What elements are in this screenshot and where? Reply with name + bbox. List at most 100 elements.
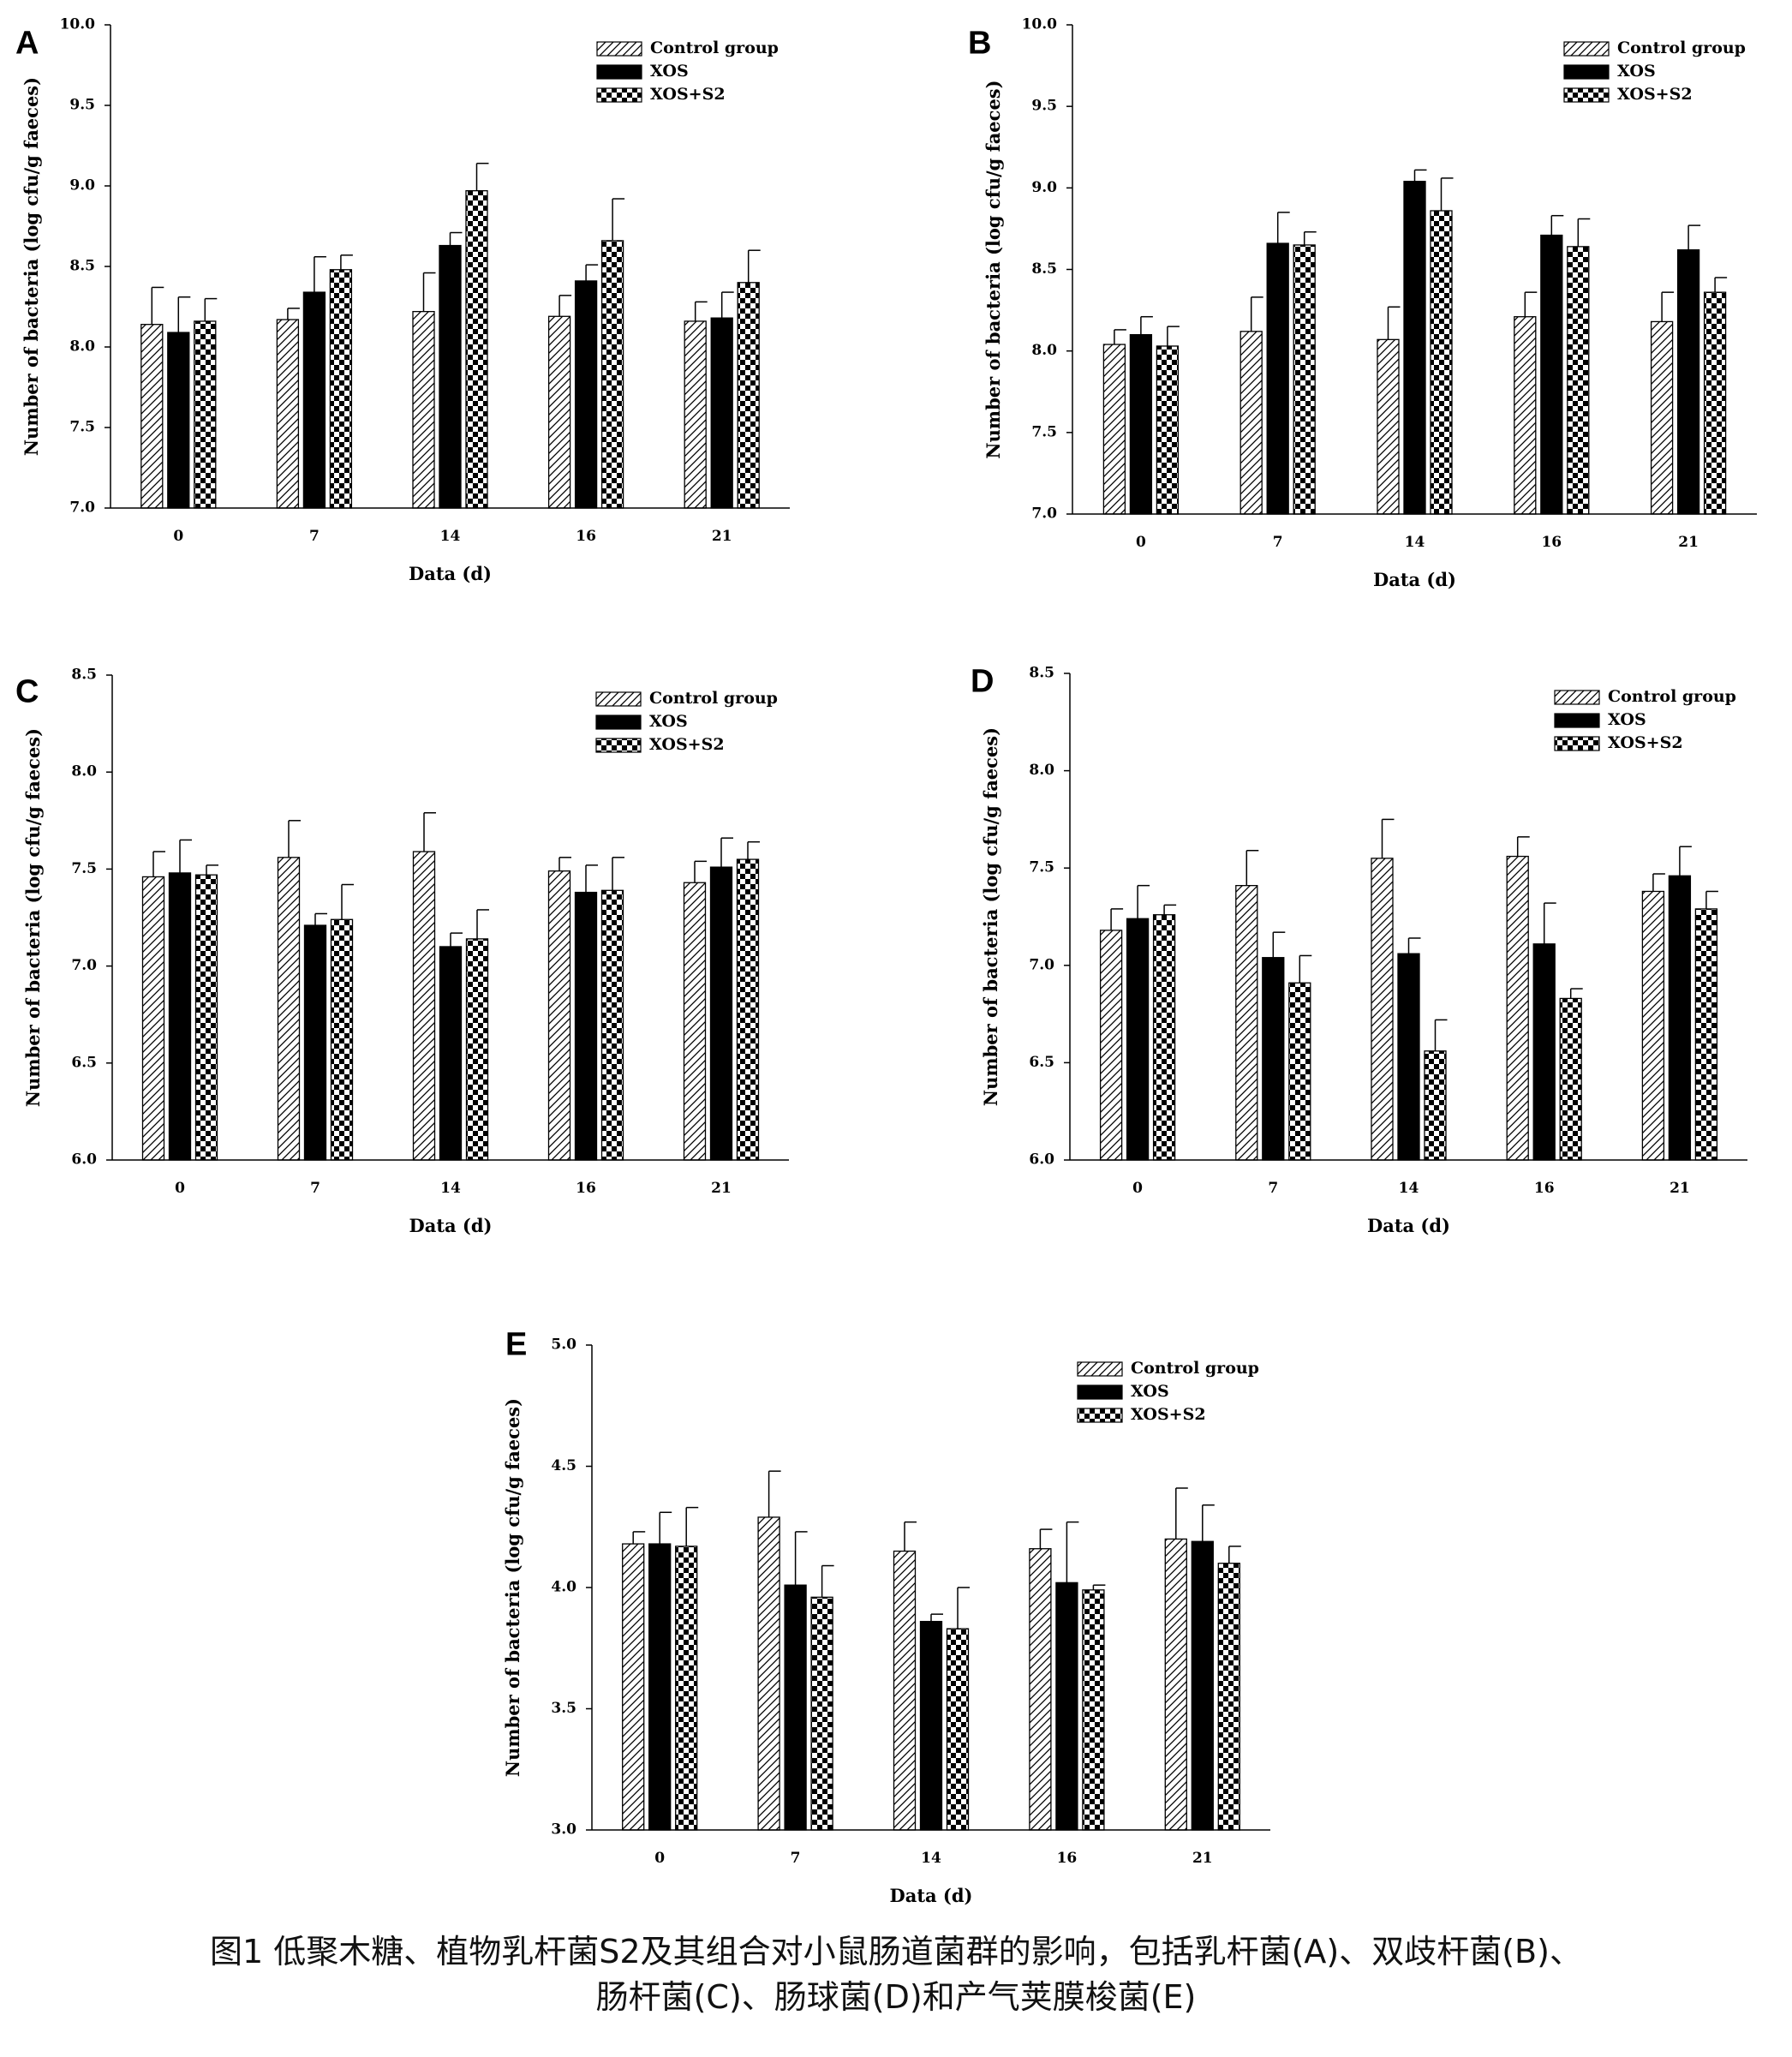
panel-label-b: B (968, 25, 991, 61)
x-tick-label: 21 (712, 528, 732, 545)
legend-label: XOS+S2 (649, 735, 725, 754)
y-tick-label: 3.5 (551, 1700, 576, 1717)
chart-panel-d: D 6.0 6.5 7.0 7.5 8.0 8.5 0 7 14 16 21 Data (d) Numbe… (971, 663, 1747, 1236)
bar (167, 332, 190, 509)
bar (439, 946, 463, 1161)
legend-label: XOS+S2 (1617, 85, 1693, 104)
bar (710, 317, 733, 509)
legend-label: XOS+S2 (1131, 1405, 1206, 1424)
y-tick-label: 3.0 (551, 1821, 576, 1839)
bar (141, 876, 165, 1161)
bar (574, 280, 598, 509)
y-axis-title: Number of bacteria (log cfu/g faeces) (980, 727, 1001, 1106)
bar (1668, 875, 1692, 1161)
legend-swatch (1077, 1408, 1123, 1423)
bar (810, 1596, 833, 1831)
bar (1676, 249, 1700, 515)
legend-swatch (1563, 41, 1610, 57)
y-tick-label: 8.5 (71, 667, 97, 684)
bar (1650, 320, 1674, 515)
bar (1156, 345, 1180, 515)
x-axis-title: Data (d) (890, 1885, 973, 1906)
bar (277, 857, 301, 1161)
legend-label: Control group (650, 39, 779, 57)
bar (600, 889, 624, 1161)
y-tick-label: 7.0 (1029, 956, 1054, 973)
y-tick-label: 7.0 (69, 499, 95, 517)
legend-swatch (1077, 1384, 1123, 1400)
legend-swatch (1554, 690, 1600, 705)
legend-label: Control group (649, 689, 778, 708)
y-tick-label: 9.5 (69, 97, 95, 114)
x-tick-label: 21 (1192, 1850, 1213, 1867)
bar (276, 319, 300, 509)
y-tick-label: 4.0 (551, 1579, 576, 1596)
x-tick-label: 7 (791, 1850, 801, 1867)
bar (1694, 908, 1718, 1161)
bar (1371, 858, 1394, 1161)
legend-label: XOS+S2 (1608, 733, 1683, 752)
chart-panel-b: B 7.0 7.5 8.0 8.5 9.0 9.5 10.0 0 7 14 16 21 Data (d) N… (968, 16, 1757, 590)
y-tick-label: 9.0 (69, 177, 95, 194)
bar (547, 870, 571, 1161)
bar (439, 244, 462, 509)
bar (465, 189, 488, 509)
x-tick-label: 16 (1057, 1850, 1078, 1867)
chart-panel-a: A 7.0 7.5 8.0 8.5 9.0 9.5 10.0 0 7 14 16 21 Data (d) N… (15, 16, 790, 584)
bar (168, 872, 192, 1161)
y-tick-label: 7.5 (1029, 859, 1054, 876)
bar (1217, 1563, 1240, 1831)
bar (757, 1516, 780, 1831)
figure-caption-line-1: 图1 低聚木糖、植物乳杆菌S2及其组合对小鼠肠道菌群的影响，包括乳杆菌(A)、双… (210, 1933, 1582, 1970)
legend-swatch (595, 715, 642, 730)
panel-label-c: C (15, 673, 39, 709)
bar (1532, 943, 1556, 1161)
y-tick-label: 4.5 (551, 1457, 576, 1474)
bar (412, 310, 435, 509)
bar (1235, 884, 1258, 1161)
bar (547, 315, 571, 509)
y-tick-label: 5.0 (551, 1336, 576, 1354)
y-tick-label: 7.5 (1031, 423, 1057, 440)
y-tick-label: 9.5 (1031, 98, 1057, 115)
bar (683, 882, 707, 1161)
y-tick-label: 7.0 (71, 957, 97, 974)
x-tick-label: 14 (1399, 1180, 1419, 1197)
legend-swatch (1563, 64, 1610, 80)
bar (675, 1546, 698, 1831)
legend-swatch (595, 691, 642, 707)
bar (303, 924, 327, 1161)
legend-label: XOS (1131, 1382, 1169, 1401)
x-axis-title: Data (d) (1373, 569, 1456, 590)
bar (736, 858, 760, 1161)
bar (302, 291, 326, 509)
panel-label-e: E (505, 1326, 527, 1362)
y-tick-label: 9.0 (1031, 179, 1057, 196)
bar (1703, 291, 1727, 515)
y-tick-label: 8.5 (1029, 665, 1054, 682)
x-tick-label: 7 (1273, 534, 1283, 551)
bar (1239, 331, 1263, 515)
y-axis-title: Number of bacteria (log cfu/g faeces) (983, 80, 1004, 458)
bar (684, 320, 707, 509)
y-tick-label: 10.0 (1022, 16, 1058, 33)
y-tick-label: 6.0 (71, 1151, 97, 1169)
x-axis-title: Data (d) (409, 1215, 493, 1236)
bar (648, 1543, 672, 1831)
bar (1129, 333, 1153, 515)
x-tick-label: 16 (1534, 1180, 1555, 1197)
bar (1266, 242, 1289, 515)
legend-label: Control group (1131, 1359, 1259, 1378)
y-tick-label: 6.5 (1029, 1054, 1054, 1071)
y-tick-label: 8.0 (1031, 342, 1057, 359)
x-tick-label: 7 (1268, 1180, 1278, 1197)
bar (465, 938, 489, 1161)
bar (919, 1620, 943, 1831)
x-tick-label: 16 (576, 1180, 596, 1197)
bar (1403, 181, 1426, 515)
bar (1082, 1589, 1105, 1831)
bar (574, 891, 598, 1161)
bar (737, 282, 760, 509)
x-axis-title: Data (d) (409, 563, 492, 584)
